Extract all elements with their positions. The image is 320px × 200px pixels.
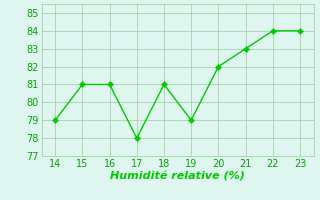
X-axis label: Humidité relative (%): Humidité relative (%) — [110, 172, 245, 182]
